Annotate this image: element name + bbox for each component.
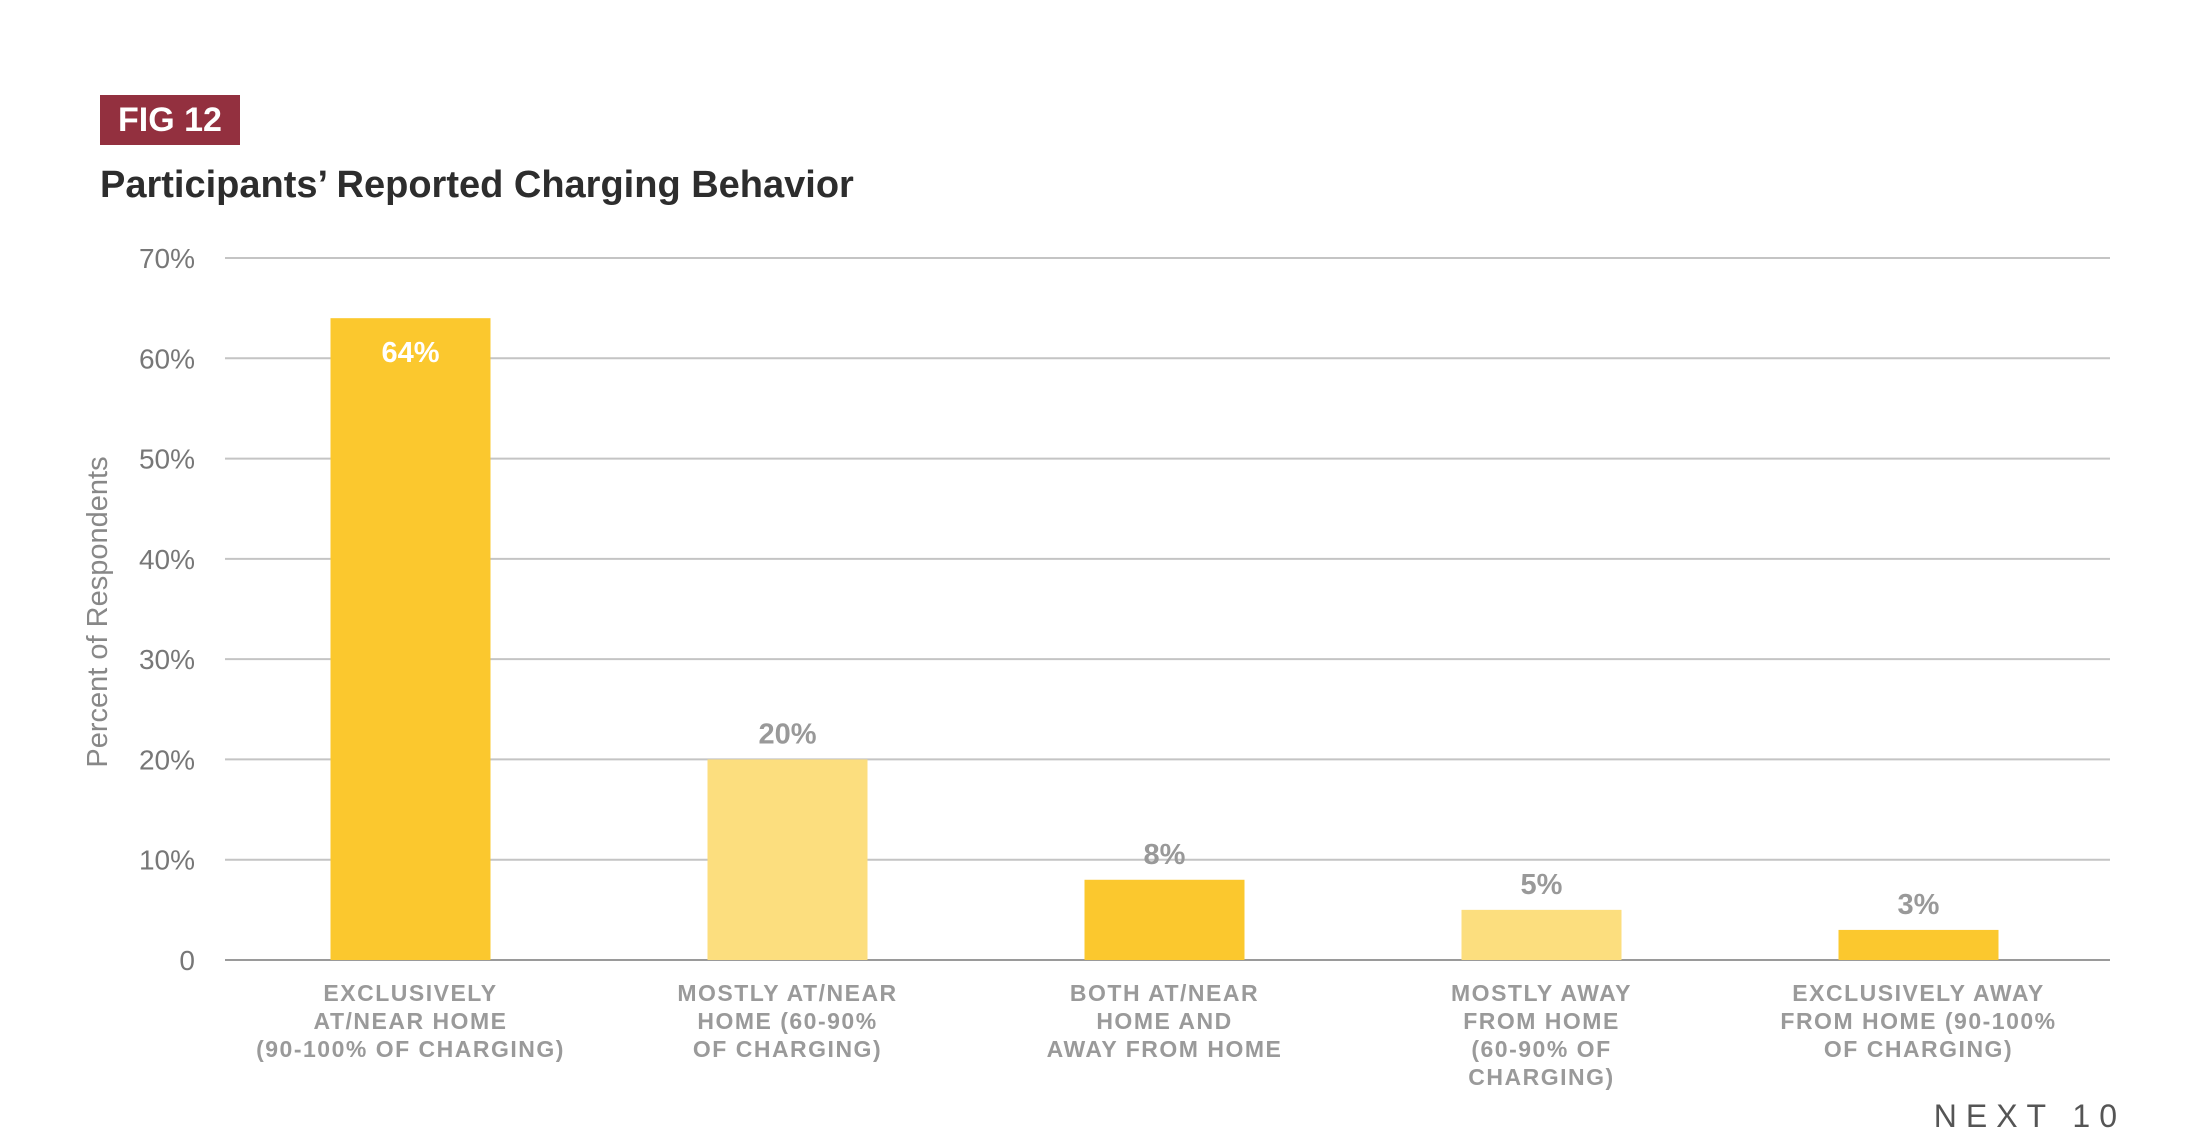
bar [330, 318, 491, 961]
bar [1084, 879, 1245, 960]
y-axis-label: Percent of Respondents [82, 456, 114, 767]
category-label: BOTH AT/NEAR [1070, 980, 1259, 1006]
y-tick-label: 70% [139, 243, 195, 274]
bars [330, 318, 1999, 961]
chart-title: Participants’ Reported Charging Behavior [100, 164, 854, 206]
category-label: MOSTLY AT/NEAR [677, 980, 897, 1006]
data-label: 64% [381, 337, 439, 369]
category-label: CHARGING) [1468, 1064, 1614, 1090]
y-tick-label: 40% [139, 544, 195, 575]
category-label: MOSTLY AWAY [1451, 980, 1632, 1006]
data-labels: 64% 20% 8% 5% 3% [381, 337, 1939, 921]
bar [1461, 909, 1622, 960]
category-label: OF CHARGING) [1824, 1036, 2013, 1062]
data-label: 3% [1898, 889, 1940, 921]
category-label: (90-100% OF CHARGING) [256, 1036, 565, 1062]
category-label: FROM HOME [1463, 1008, 1620, 1034]
category-label: HOME (60-90% [697, 1008, 877, 1034]
data-label: 8% [1144, 839, 1186, 871]
category-label: EXCLUSIVELY AWAY [1792, 980, 2044, 1006]
y-tick-label: 0 [179, 945, 195, 976]
category-label: HOME AND [1096, 1008, 1232, 1034]
y-tick-label: 10% [139, 845, 195, 876]
y-tick-label: 30% [139, 644, 195, 675]
bar [1838, 929, 1999, 960]
data-label: 5% [1521, 869, 1563, 901]
category-label: OF CHARGING) [693, 1036, 882, 1062]
figure-badge: FIG 12 [100, 95, 240, 145]
category-label: EXCLUSIVELY [323, 980, 497, 1006]
bar [707, 759, 868, 960]
footer-brand: NEXT 10 [1933, 1098, 2126, 1134]
y-tick-label: 50% [139, 444, 195, 475]
category-label: AT/NEAR HOME [314, 1008, 508, 1034]
y-axis-ticks: 0 10% 20% 30% 40% 50% 60% 70% [139, 243, 195, 976]
gridlines [225, 257, 2110, 961]
data-label: 20% [758, 718, 816, 750]
y-tick-label: 20% [139, 744, 195, 775]
y-tick-label: 60% [139, 343, 195, 374]
category-label: AWAY FROM HOME [1047, 1036, 1283, 1062]
category-label: FROM HOME (90-100% [1780, 1008, 2056, 1034]
category-label: (60-90% OF [1471, 1036, 1611, 1062]
